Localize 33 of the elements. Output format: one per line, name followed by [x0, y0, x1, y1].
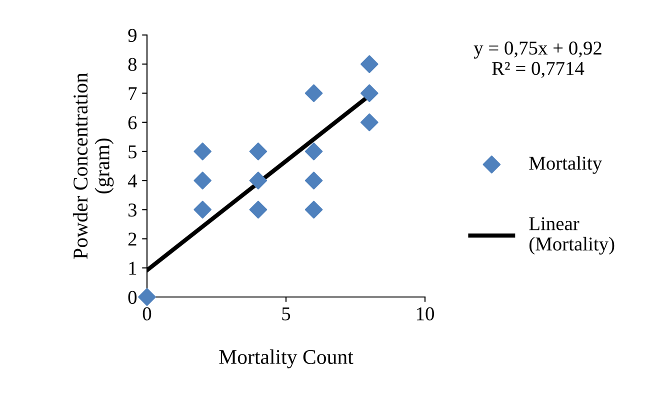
point: [194, 200, 212, 219]
point: [304, 142, 323, 160]
point: [304, 84, 323, 102]
point: [360, 55, 378, 74]
y-tick-label: 0: [128, 290, 137, 304]
y-tick-label: 3: [128, 204, 137, 217]
text: R² = 0,7714: [492, 62, 584, 78]
legend-label: Mortality: [529, 156, 602, 174]
point: [249, 142, 268, 160]
text: y = 0,75x + 0,92: [474, 42, 602, 59]
point: [360, 84, 378, 102]
y-tick-label: 8: [128, 58, 137, 72]
legend-label: Linear (Mortality): [529, 217, 614, 255]
point: [194, 172, 212, 190]
point: [249, 200, 268, 219]
point: [194, 142, 212, 160]
point: [304, 200, 323, 219]
y-tick-label: 2: [128, 232, 136, 246]
y-tick-label: 1: [129, 262, 136, 275]
point: [304, 172, 323, 190]
y-tick-label: 4: [128, 174, 137, 188]
y-tick-label: 5: [128, 145, 137, 158]
y-axis-title: Powder Concentration (gram): [72, 72, 114, 259]
y-tick-label: 7: [128, 87, 137, 100]
point: [360, 113, 378, 132]
point: [138, 288, 156, 306]
x-tick-label: 10: [416, 307, 434, 320]
x-axis-title: Mortality Count: [219, 349, 354, 368]
y-tick-label: 6: [128, 116, 137, 130]
point: [249, 172, 268, 190]
x-tick-label: 5: [282, 307, 290, 320]
y-tick-label: 9: [128, 28, 136, 42]
x-tick-label: 0: [142, 307, 152, 320]
